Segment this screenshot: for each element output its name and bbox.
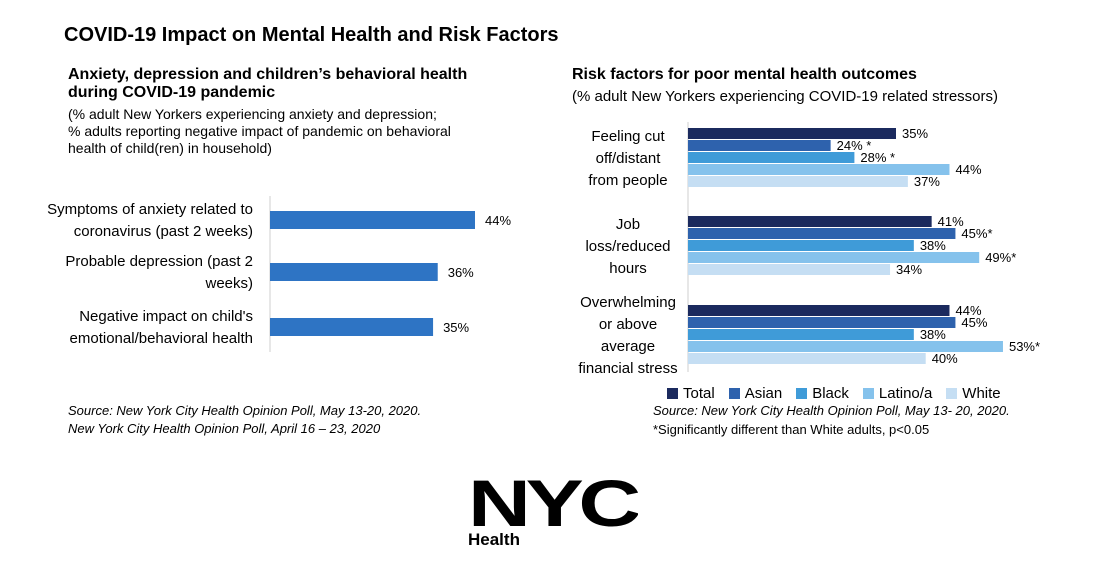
left-chart-note-line3: health of child(ren) in household) bbox=[68, 140, 272, 156]
legend-item: Total bbox=[667, 385, 715, 402]
legend-label: Asian bbox=[744, 385, 783, 402]
right-chart-bar bbox=[688, 140, 831, 151]
right-chart-value-label: 45% bbox=[961, 315, 987, 330]
legend-label: Total bbox=[683, 385, 715, 402]
left-chart-note-line1: (% adult New Yorkers experiencing anxiet… bbox=[68, 106, 437, 122]
right-chart-bar bbox=[688, 341, 1003, 352]
left-chart-bar bbox=[270, 318, 434, 336]
left-chart-title-line2: during COVID-19 pandemic bbox=[68, 84, 276, 101]
legend-swatch bbox=[946, 388, 958, 399]
left-chart-category-label: emotional/behavioral health bbox=[70, 330, 253, 347]
left-chart-source-line2: New York City Health Opinion Poll, April… bbox=[68, 421, 381, 436]
right-chart-value-label: 38% bbox=[920, 238, 946, 253]
right-chart-value-label: 35% bbox=[902, 126, 928, 141]
right-chart-bar bbox=[688, 128, 896, 139]
right-chart-value-label: 49%* bbox=[985, 250, 1016, 265]
left-chart-title: Anxiety, depression and children’s behav… bbox=[68, 66, 467, 102]
right-chart-bar bbox=[688, 152, 855, 163]
legend-label: Black bbox=[812, 385, 849, 402]
legend-label: Latino/a bbox=[878, 385, 933, 402]
left-chart-bar bbox=[270, 263, 438, 281]
legend-item: Latino/a bbox=[862, 385, 933, 402]
right-chart-value-label: 38% bbox=[920, 327, 946, 342]
right-chart-value-label: 24% * bbox=[837, 138, 872, 153]
left-chart-category-label: Negative impact on child's bbox=[79, 308, 253, 325]
nyc-health-logo: NYC Health bbox=[468, 466, 643, 550]
right-chart-value-label: 37% bbox=[914, 174, 940, 189]
right-chart-title: Risk factors for poor mental health outc… bbox=[572, 66, 917, 83]
right-chart-category-label: from people bbox=[588, 172, 667, 189]
left-chart-value-label: 44% bbox=[485, 213, 511, 228]
right-chart-category-label: average bbox=[601, 338, 655, 355]
right-chart-bar bbox=[688, 317, 956, 328]
right-chart-bar bbox=[688, 252, 980, 263]
left-chart-category-label: Probable depression (past 2 bbox=[65, 253, 253, 270]
legend-label: White bbox=[962, 385, 1001, 402]
left-chart-category-label: Symptoms of anxiety related to bbox=[47, 201, 253, 218]
left-chart-title-line1: Anxiety, depression and children’s behav… bbox=[68, 66, 468, 83]
left-chart-category-label: coronavirus (past 2 weeks) bbox=[74, 223, 253, 240]
legend-item: Black bbox=[796, 385, 849, 402]
right-chart-category-label: Job bbox=[616, 216, 640, 233]
left-chart-bar bbox=[270, 211, 475, 229]
right-chart-bar bbox=[688, 216, 932, 227]
legend-swatch bbox=[796, 388, 808, 399]
right-chart-category-label: loss/reduced bbox=[585, 238, 670, 255]
nyc-logo-mark: NYC bbox=[468, 466, 643, 540]
left-chart-source: Source: New York City Health Opinion Pol… bbox=[68, 402, 421, 438]
legend-item: Asian bbox=[728, 385, 783, 402]
right-chart-value-label: 40% bbox=[932, 351, 958, 366]
right-chart-value-label: 34% bbox=[896, 262, 922, 277]
left-chart-value-label: 36% bbox=[448, 265, 474, 280]
right-chart-value-label: 41% bbox=[938, 214, 964, 229]
right-chart-source: Source: New York City Health Opinion Pol… bbox=[653, 403, 1010, 418]
right-chart-bar bbox=[688, 264, 891, 275]
right-chart-bar bbox=[688, 305, 950, 316]
chart-legend: Total Asian Black Latino/a White bbox=[667, 385, 1001, 402]
right-chart-bar bbox=[688, 176, 908, 187]
right-chart-category-label: financial stress bbox=[578, 360, 677, 377]
right-chart-bar bbox=[688, 240, 914, 251]
left-chart-source-line1: Source: New York City Health Opinion Pol… bbox=[68, 403, 422, 418]
right-chart-category-label: Feeling cut bbox=[591, 128, 665, 145]
nyc-logo-text: NYC bbox=[468, 470, 638, 540]
left-chart-category-label: weeks) bbox=[204, 275, 253, 292]
right-chart-value-label: 45%* bbox=[961, 226, 992, 241]
right-chart-category-label: or above bbox=[599, 316, 657, 333]
legend-swatch bbox=[667, 388, 678, 399]
left-chart-note: (% adult New Yorkers experiencing anxiet… bbox=[68, 106, 451, 157]
right-chart-footnote: *Significantly different than White adul… bbox=[653, 422, 930, 437]
right-chart-category-label: off/distant bbox=[596, 150, 662, 167]
legend-swatch bbox=[862, 388, 874, 399]
right-chart-value-label: 28% * bbox=[860, 150, 895, 165]
legend-swatch bbox=[728, 388, 740, 399]
legend-item: White bbox=[946, 385, 1001, 402]
right-chart-note: (% adult New Yorkers experiencing COVID-… bbox=[572, 88, 999, 105]
risk-factors-chart: 35% 24% *28% * 44% 37% Feeling cut off/distan… bbox=[578, 122, 1040, 377]
right-chart-bar bbox=[688, 329, 914, 340]
right-chart-value-label: 53%* bbox=[1009, 339, 1040, 354]
page-title: COVID-19 Impact on Mental Health and Ris… bbox=[64, 24, 559, 46]
right-chart-bar bbox=[688, 353, 926, 364]
left-chart-note-line2: % adults reporting negative impact of pa… bbox=[68, 123, 451, 139]
anxiety-depression-chart: 44% Symptoms of anxiety related to coronav… bbox=[47, 196, 511, 352]
right-chart-bar bbox=[688, 228, 956, 239]
logo-subtext: Health bbox=[468, 530, 520, 549]
left-chart-value-label: 35% bbox=[443, 320, 469, 335]
right-chart-category-label: hours bbox=[609, 260, 647, 277]
right-chart-value-label: 44% bbox=[955, 162, 981, 177]
right-chart-bar bbox=[688, 164, 950, 175]
right-chart-value-label: 44% bbox=[955, 303, 981, 318]
right-chart-category-label: Overwhelming bbox=[580, 294, 676, 311]
